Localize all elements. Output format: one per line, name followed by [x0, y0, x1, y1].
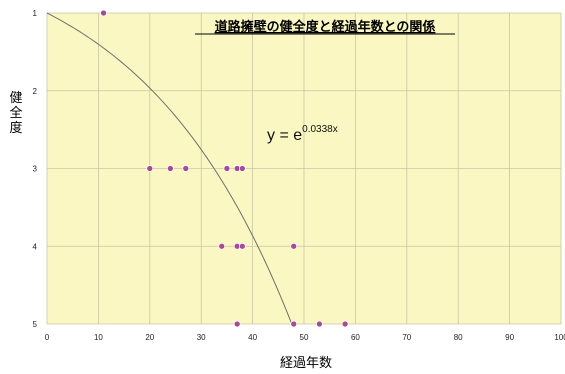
x-tick-label: 50: [300, 333, 309, 342]
data-point: [146, 165, 154, 172]
x-tick-label: 40: [248, 333, 257, 342]
data-point: [316, 320, 323, 328]
y-tick-label: 2: [33, 87, 38, 96]
data-point: [238, 165, 246, 172]
x-tick-label: 90: [505, 333, 514, 342]
trend-equation-exponent: 0.0338x: [302, 124, 338, 135]
data-point: [167, 165, 174, 172]
trend-equation: y = e0.0338x: [267, 124, 338, 144]
x-tick-label: 80: [454, 333, 463, 342]
y-tick-label: 1: [33, 9, 38, 18]
data-point: [223, 165, 231, 172]
x-tick-label: 60: [351, 333, 360, 342]
data-point: [341, 320, 349, 328]
data-point: [290, 242, 298, 250]
data-point: [290, 320, 298, 328]
x-tick-label: 30: [197, 333, 206, 342]
x-tick-label: 10: [94, 333, 103, 342]
grid-lines: [46, 12, 562, 325]
data-point: [100, 9, 107, 17]
y-axis-label: 健全度: [9, 91, 22, 136]
x-axis-label: 経過年数: [280, 356, 332, 371]
data-point: [238, 242, 246, 250]
trend-equation-base: y = e: [267, 127, 302, 144]
x-tick-label: 100: [554, 333, 565, 342]
x-tick-label: 0: [45, 333, 50, 342]
y-tick-label: 4: [33, 242, 38, 251]
data-point: [233, 320, 241, 328]
data-points: [100, 9, 349, 328]
chart-title: 道路擁壁の健全度と経過年数との関係: [215, 19, 436, 35]
x-tick-label: 70: [402, 333, 411, 342]
x-tick-label: 20: [145, 333, 154, 342]
tick-labels: 0 10 20 30 40 50 60 70 80 90 100 1 2 3 4 5: [33, 9, 565, 342]
data-point: [218, 242, 226, 250]
y-tick-label: 5: [33, 320, 38, 329]
trendline: [46, 12, 293, 325]
data-point: [182, 165, 190, 172]
y-tick-label: 3: [33, 165, 38, 174]
